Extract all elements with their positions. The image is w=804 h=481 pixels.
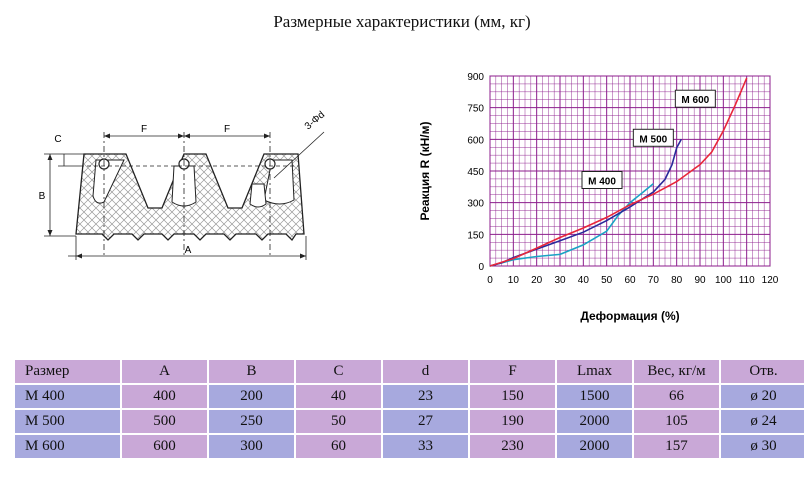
x-tick-label: 100 [715,275,732,286]
header-cell-4: d [383,360,468,383]
label-c: C [54,134,61,145]
series-lines [489,77,748,267]
y-tick-label: 600 [467,135,484,146]
table-cell-6: 2000 [557,435,632,458]
header-cell-8: Отв. [721,360,804,383]
table-cell-8: ø 24 [721,410,804,433]
header-cell-2: B [209,360,294,383]
table-cell-0: М 500 [15,410,120,433]
reaction-chart: 0 150 300 450 600 750 900 0 10 20 30 40 50 60 70 80 90 1… [418,72,779,323]
table-cell-6: 2000 [557,410,632,433]
table-cell-5: 230 [470,435,555,458]
table-cell-3: 50 [296,410,381,433]
series-label-text: М 500 [639,134,667,145]
header-cell-1: A [122,360,207,383]
series-label-box [581,171,623,189]
y-tick-label: 750 [467,104,484,115]
y-axis-label: Реакция R (кН/м) [418,121,432,220]
y-tick-label: 450 [467,167,484,178]
label-f-right: F [224,124,230,135]
y-axis-ticks: 0 150 300 450 600 750 900 [467,72,484,273]
table-cell-2: 300 [209,435,294,458]
header-cell-7: Вес, кг/м [634,360,719,383]
x-tick-label: 20 [531,275,543,286]
x-tick-label: 80 [671,275,683,286]
y-tick-label: 150 [467,230,484,241]
series-line-2 [489,138,683,267]
x-tick-label: 110 [739,275,755,286]
table-row: М 400 400 200 40 23 150 1500 66 ø 20 [15,385,804,408]
x-tick-label: 60 [624,275,636,286]
table-cell-1: 400 [122,385,207,408]
header-cell-5: F [470,360,555,383]
table-cell-2: 200 [209,385,294,408]
series-label-text: М 400 [588,177,616,188]
table-cell-2: 250 [209,410,294,433]
series-label-2: М 500 [632,128,674,147]
label-a: A [185,245,192,256]
table-cell-6: 1500 [557,385,632,408]
series-line-1 [489,183,654,267]
table-cell-0: М 600 [15,435,120,458]
fender-profile-diagram: F F C B A 3-Φd [39,109,327,260]
series-label-box [674,89,716,108]
series-label-box [632,128,674,147]
series-line-3 [489,77,748,267]
table-cell-7: 157 [634,435,719,458]
x-tick-label: 50 [601,275,613,286]
header-cell-0: Размер [15,360,120,383]
x-tick-label: 30 [554,275,566,286]
table-cell-1: 600 [122,435,207,458]
header-cell-3: C [296,360,381,383]
header-cell-6: Lmax [557,360,632,383]
series-label-1: М 400 [581,171,623,189]
x-tick-label: 40 [578,275,590,286]
dimension-arrows [47,133,306,259]
table-row: М 600 600 300 60 33 230 2000 157 ø 30 [15,435,804,458]
table-cell-4: 27 [383,410,468,433]
table-cell-8: ø 30 [721,435,804,458]
series-label-3: М 600 [674,89,716,108]
x-axis-label: Деформация (%) [580,309,679,323]
table-cell-3: 60 [296,435,381,458]
y-tick-label: 0 [478,262,484,273]
table-cell-8: ø 20 [721,385,804,408]
x-tick-label: 10 [508,275,520,286]
y-tick-label: 300 [467,199,484,210]
table-cell-0: М 400 [15,385,120,408]
table-cell-4: 33 [383,435,468,458]
profile-body [75,153,305,242]
table-cell-5: 150 [470,385,555,408]
label-f-left: F [141,124,147,135]
x-tick-label: 0 [487,275,493,286]
table-cell-5: 190 [470,410,555,433]
x-tick-label: 120 [762,275,779,286]
x-tick-label: 90 [694,275,706,286]
dimension-lines [44,131,325,260]
x-axis-ticks: 0 10 20 30 40 50 60 70 80 90 100 110 120 [487,275,779,286]
x-tick-label: 70 [648,275,660,286]
label-b: B [39,191,46,202]
label-holes: 3-Φd [303,109,327,132]
table-cell-7: 105 [634,410,719,433]
table-cell-3: 40 [296,385,381,408]
y-tick-label: 900 [467,72,484,83]
table-cell-4: 23 [383,385,468,408]
table-cell-1: 500 [122,410,207,433]
series-label-text: М 600 [681,95,709,106]
table-cell-7: 66 [634,385,719,408]
table-row: М 500 500 250 50 27 190 2000 105 ø 24 [15,410,804,433]
series-labels: М 400 М 500 М 600 [581,89,716,189]
page-title: Размерные характеристики (мм, кг) [273,12,531,31]
